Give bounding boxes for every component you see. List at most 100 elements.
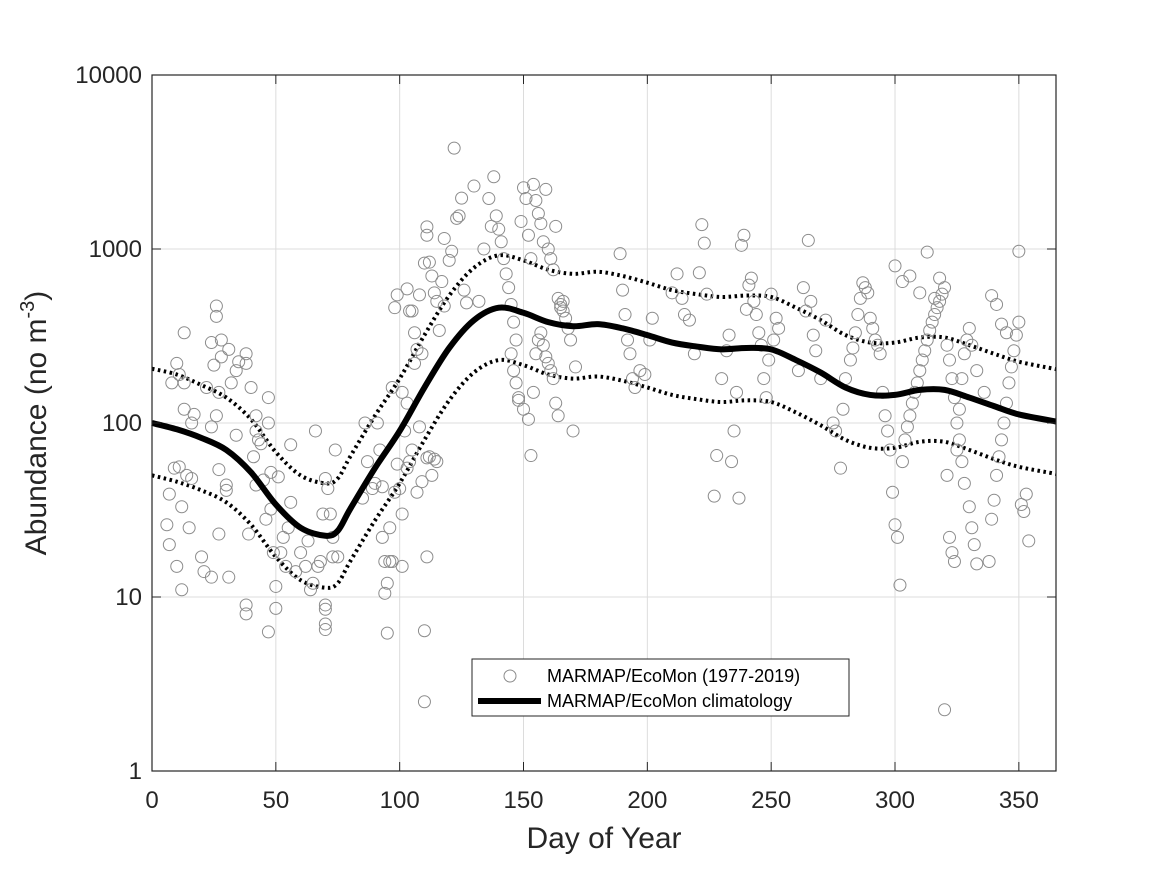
data-point bbox=[752, 326, 766, 340]
data-point bbox=[539, 182, 553, 196]
data-point bbox=[410, 485, 424, 499]
data-point bbox=[715, 372, 729, 386]
data-point bbox=[521, 412, 535, 426]
data-point bbox=[380, 626, 394, 640]
data-point bbox=[378, 586, 392, 600]
data-point bbox=[308, 424, 322, 438]
legend-label-climatology: MARMAP/EcoMon climatology bbox=[547, 691, 792, 711]
data-point bbox=[321, 482, 335, 496]
data-point bbox=[477, 242, 491, 256]
data-point bbox=[616, 283, 630, 297]
data-point bbox=[727, 424, 741, 438]
data-point bbox=[417, 624, 431, 638]
data-point bbox=[526, 385, 540, 399]
data-point bbox=[995, 433, 1009, 447]
data-point bbox=[933, 271, 947, 285]
data-point bbox=[514, 214, 528, 228]
data-point bbox=[742, 278, 756, 292]
data-point bbox=[254, 437, 268, 451]
data-point bbox=[247, 450, 261, 464]
data-point bbox=[316, 507, 330, 521]
data-point bbox=[167, 461, 181, 475]
data-point bbox=[395, 559, 409, 573]
data-point bbox=[1002, 376, 1016, 390]
data-point bbox=[412, 420, 426, 434]
data-point bbox=[405, 304, 419, 318]
data-point bbox=[613, 247, 627, 261]
data-point bbox=[209, 409, 223, 423]
data-point bbox=[432, 324, 446, 338]
data-point bbox=[903, 269, 917, 283]
data-point bbox=[1019, 487, 1033, 501]
data-point bbox=[569, 360, 583, 374]
data-point bbox=[945, 546, 959, 560]
data-point bbox=[420, 228, 434, 242]
y-tick-label: 1000 bbox=[89, 236, 142, 263]
legend-box bbox=[471, 658, 850, 717]
data-point bbox=[1004, 360, 1018, 374]
data-point bbox=[195, 550, 209, 564]
data-point bbox=[962, 500, 976, 514]
data-point bbox=[692, 266, 706, 280]
data-point bbox=[898, 433, 912, 447]
data-point bbox=[1022, 534, 1036, 548]
data-point bbox=[425, 468, 439, 482]
data-point bbox=[549, 219, 563, 233]
data-point bbox=[207, 358, 221, 372]
data-point bbox=[244, 380, 258, 394]
data-point bbox=[556, 304, 570, 318]
data-point bbox=[185, 416, 199, 430]
data-point bbox=[380, 576, 394, 590]
data-point bbox=[861, 286, 875, 300]
data-point bbox=[425, 269, 439, 283]
legend-label-observations: MARMAP/EcoMon (1977-2019) bbox=[547, 666, 800, 686]
data-point bbox=[239, 598, 253, 612]
data-point bbox=[806, 328, 820, 342]
data-point bbox=[400, 282, 414, 296]
data-point bbox=[390, 288, 404, 302]
data-point bbox=[710, 449, 724, 463]
data-point bbox=[965, 521, 979, 535]
data-point bbox=[177, 402, 191, 416]
data-point bbox=[204, 570, 218, 584]
data-point bbox=[531, 206, 545, 220]
data-point bbox=[952, 402, 966, 416]
data-point bbox=[239, 356, 253, 370]
data-point bbox=[318, 617, 332, 631]
data-point bbox=[494, 235, 508, 249]
data-point bbox=[734, 238, 748, 252]
data-point bbox=[888, 259, 902, 273]
data-point bbox=[417, 256, 431, 270]
data-point bbox=[328, 443, 342, 457]
data-point bbox=[395, 385, 409, 399]
data-point bbox=[950, 443, 964, 457]
data-point bbox=[445, 244, 459, 258]
data-point bbox=[261, 416, 275, 430]
data-point bbox=[970, 557, 984, 571]
data-point bbox=[455, 191, 469, 205]
data-point bbox=[415, 475, 429, 489]
data-point bbox=[999, 326, 1013, 340]
data-point bbox=[878, 409, 892, 423]
data-point bbox=[670, 267, 684, 281]
data-point bbox=[957, 476, 971, 490]
data-point bbox=[437, 231, 451, 245]
legend: MARMAP/EcoMon (1977-2019) MARMAP/EcoMon … bbox=[471, 658, 850, 717]
data-point bbox=[772, 321, 786, 335]
data-point bbox=[554, 301, 568, 315]
x-tick-label: 0 bbox=[145, 787, 158, 814]
data-point bbox=[675, 291, 689, 305]
data-point bbox=[450, 211, 464, 225]
data-point bbox=[645, 311, 659, 325]
data-point bbox=[301, 534, 315, 548]
data-point bbox=[739, 302, 753, 316]
data-point bbox=[410, 342, 424, 356]
data-point bbox=[665, 286, 679, 300]
data-point bbox=[628, 380, 642, 394]
data-point bbox=[913, 286, 927, 300]
y-tick-label: 1 bbox=[129, 758, 142, 785]
data-point bbox=[393, 482, 407, 496]
x-tick-label: 250 bbox=[751, 787, 791, 814]
data-point bbox=[289, 565, 303, 579]
